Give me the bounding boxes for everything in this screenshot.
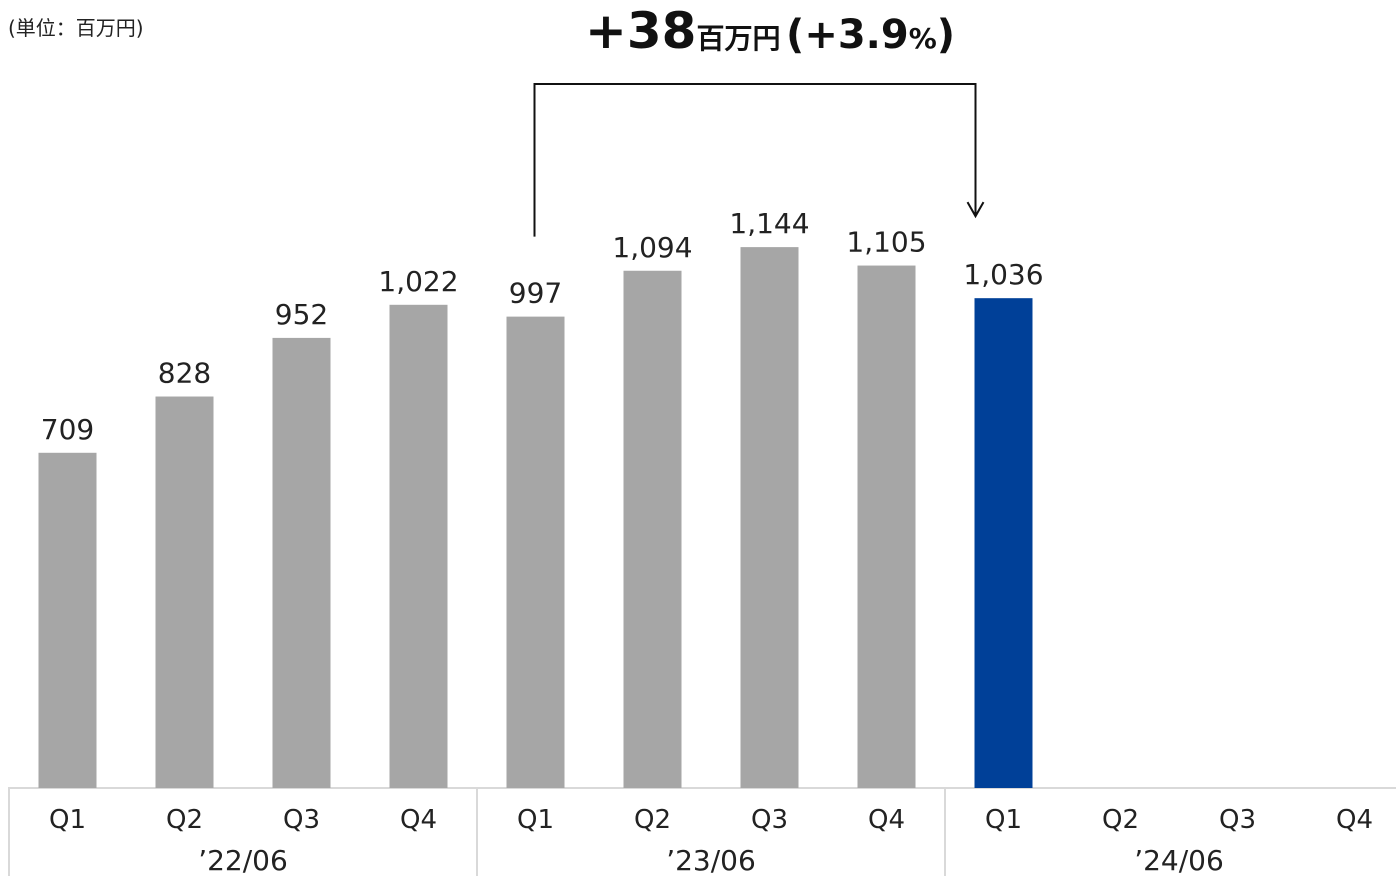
change-unit: 百万円 (696, 22, 781, 55)
x-tick-label: Q2 (634, 805, 671, 835)
x-tick-label: Q3 (751, 805, 788, 835)
data-label: 1,094 (612, 231, 692, 264)
bar (155, 396, 214, 788)
bar (857, 265, 916, 788)
data-label: 709 (41, 413, 94, 446)
data-label: 1,022 (378, 265, 458, 298)
bar (389, 304, 448, 788)
data-label: 1,036 (963, 258, 1043, 291)
percent-sign: % (908, 22, 937, 55)
x-tick-label: Q1 (517, 805, 554, 835)
bar (623, 270, 682, 788)
bar (38, 452, 97, 788)
data-label: 1,144 (729, 207, 809, 240)
unit-label: (単位：百万円) (8, 16, 144, 40)
year-group-label: ’24/06 (1134, 844, 1224, 876)
x-tick-label: Q1 (985, 805, 1022, 835)
bar (740, 247, 799, 788)
year-group-label: ’22/06 (198, 844, 288, 876)
x-tick-label: Q3 (283, 805, 320, 835)
bar (506, 316, 565, 788)
close-paren: ) (936, 12, 956, 58)
x-tick-label: Q1 (49, 805, 86, 835)
change-value: +38 (584, 2, 697, 60)
change-percent: +3.9 (804, 12, 909, 58)
comparison-bracket (533, 83, 977, 237)
arrow-head-icon (966, 201, 985, 219)
open-paren: ( (786, 12, 805, 58)
bar (272, 337, 331, 788)
data-label: 997 (509, 277, 562, 310)
change-headline: +38百万円 (+3.9%) (0, 2, 1396, 60)
year-group-label: ’23/06 (666, 844, 756, 876)
x-tick-label: Q3 (1219, 805, 1256, 835)
bar (974, 298, 1033, 788)
data-label: 952 (275, 298, 328, 331)
x-tick-label: Q2 (166, 805, 203, 835)
x-tick-label: Q2 (1102, 805, 1139, 835)
data-label: 1,105 (846, 226, 926, 259)
x-tick-label: Q4 (868, 805, 905, 835)
data-label: 828 (158, 357, 211, 390)
x-tick-label: Q4 (400, 805, 437, 835)
x-tick-label: Q4 (1336, 805, 1373, 835)
